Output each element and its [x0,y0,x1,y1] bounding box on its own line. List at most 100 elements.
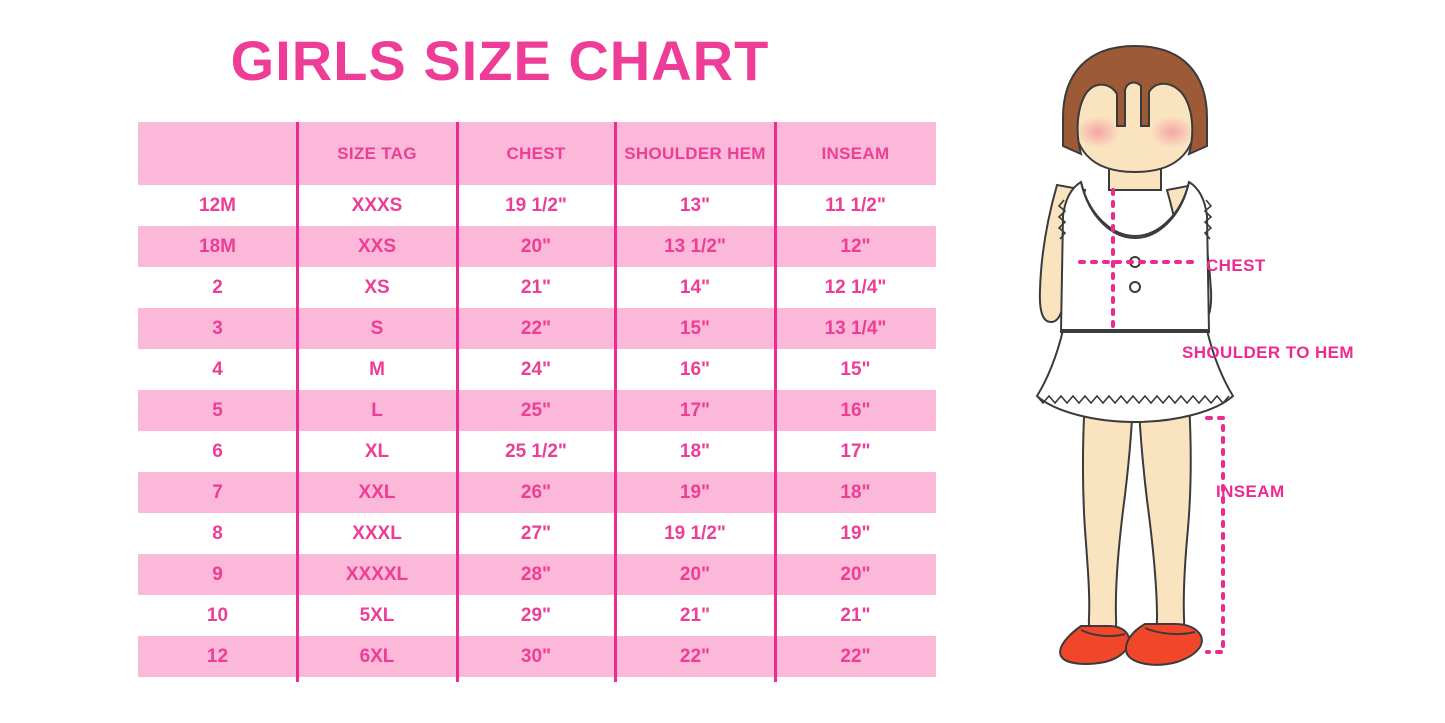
column-header-size [138,122,297,185]
cell-size-tag: XL [297,431,457,472]
cell-chest: 25" [457,390,615,431]
cell-size-tag: XXXL [297,513,457,554]
column-header-chest: CHEST [457,122,615,185]
skirt [1035,329,1235,424]
table-row: 9 XXXXL 28" 20" 20" [138,554,936,595]
cell-inseam: 21" [775,595,936,636]
cell-size-tag: XXXS [297,185,457,226]
cell-inseam: 11 1/2" [775,185,936,226]
table-row: 18M XXS 20" 13 1/2" 12" [138,226,936,267]
cell-inseam: 18" [775,472,936,513]
girl-figure-illustration [1035,44,1235,666]
table-row: 12 6XL 30" 22" 22" [138,636,936,677]
cell-size: 2 [138,267,297,308]
table-row: 4 M 24" 16" 15" [138,349,936,390]
cell-size: 9 [138,554,297,595]
cell-chest: 20" [457,226,615,267]
cell-size-tag: 6XL [297,636,457,677]
left-shoe-strap [1080,629,1126,638]
cell-chest: 27" [457,513,615,554]
table-body: 12M XXXS 19 1/2" 13" 11 1/2" 18M XXS 20" 13 1/2"… [138,185,936,677]
cell-chest: 22" [457,308,615,349]
cell-chest: 25 1/2" [457,431,615,472]
cell-size-tag: 5XL [297,595,457,636]
cell-shoulder-hem: 19 1/2" [615,513,775,554]
column-header-size-tag: SIZE TAG [297,122,457,185]
cell-shoulder-hem: 13" [615,185,775,226]
table-row: 6 XL 25 1/2" 18" 17" [138,431,936,472]
table-row: 3 S 22" 15" 13 1/4" [138,308,936,349]
cell-size-tag: XXL [297,472,457,513]
neckline [1080,181,1190,240]
callout-chest: CHEST [1206,256,1266,275]
cell-chest: 19 1/2" [457,185,615,226]
cell-size-tag: M [297,349,457,390]
cell-size: 12M [138,185,297,226]
callout-shoulder-to-hem: SHOULDER TO HEM [1182,343,1354,362]
left-shoulder-ruffle [1057,199,1067,240]
cell-shoulder-hem: 17" [615,390,775,431]
cell-shoulder-hem: 15" [615,308,775,349]
cell-inseam: 12" [775,226,936,267]
column-header-shoulder-hem: SHOULDER HEM [615,122,775,185]
cell-size: 10 [138,595,297,636]
column-divider-2 [456,122,459,682]
cell-inseam: 15" [775,349,936,390]
page-title: GIRLS SIZE CHART [230,29,770,92]
table-row: 8 XXXL 27" 19 1/2" 19" [138,513,936,554]
cell-inseam: 17" [775,431,936,472]
cell-shoulder-hem: 22" [615,636,775,677]
cell-size-tag: XXXXL [297,554,457,595]
cell-chest: 28" [457,554,615,595]
cell-shoulder-hem: 14" [615,267,775,308]
measurement-guides [1078,188,1225,654]
size-chart-table: SIZE TAG CHEST SHOULDER HEM INSEAM 12M XX… [138,122,936,677]
table-row: 12M XXXS 19 1/2" 13" 11 1/2" [138,185,936,226]
inseam-guide-bracket [1205,416,1225,654]
column-header-inseam: INSEAM [775,122,936,185]
cell-shoulder-hem: 18" [615,431,775,472]
head [1062,44,1208,174]
column-divider-1 [296,122,299,682]
cell-size: 5 [138,390,297,431]
right-shoulder-ruffle [1203,199,1213,240]
top-garment [1057,180,1213,333]
cell-size: 4 [138,349,297,390]
left-blush [1076,116,1120,148]
cell-size-tag: XXS [297,226,457,267]
table-header-row: SIZE TAG CHEST SHOULDER HEM INSEAM [138,122,936,185]
cell-chest: 29" [457,595,615,636]
cell-inseam: 20" [775,554,936,595]
cell-inseam: 12 1/4" [775,267,936,308]
cell-size-tag: S [297,308,457,349]
cell-size: 3 [138,308,297,349]
left-shoe [1059,625,1131,665]
table-row: 10 5XL 29" 21" 21" [138,595,936,636]
column-divider-4 [774,122,777,682]
cell-shoulder-hem: 19" [615,472,775,513]
right-blush [1150,116,1194,148]
cell-size: 8 [138,513,297,554]
button-lower [1129,281,1141,293]
cell-size: 7 [138,472,297,513]
callout-inseam: INSEAM [1216,482,1285,501]
hair [1062,44,1208,156]
right-shoe [1125,623,1203,666]
cell-size-tag: L [297,390,457,431]
cell-size: 12 [138,636,297,677]
skirt-ruffle-hem [1036,394,1230,405]
column-divider-3 [614,122,617,682]
table-row: 2 XS 21" 14" 12 1/4" [138,267,936,308]
cell-shoulder-hem: 20" [615,554,775,595]
right-shoe-strap [1144,627,1196,636]
cell-size: 18M [138,226,297,267]
cell-inseam: 19" [775,513,936,554]
table-row: 7 XXL 26" 19" 18" [138,472,936,513]
cell-chest: 24" [457,349,615,390]
cell-chest: 26" [457,472,615,513]
cell-chest: 30" [457,636,615,677]
cell-inseam: 13 1/4" [775,308,936,349]
cell-chest: 21" [457,267,615,308]
cell-shoulder-hem: 13 1/2" [615,226,775,267]
cell-inseam: 16" [775,390,936,431]
